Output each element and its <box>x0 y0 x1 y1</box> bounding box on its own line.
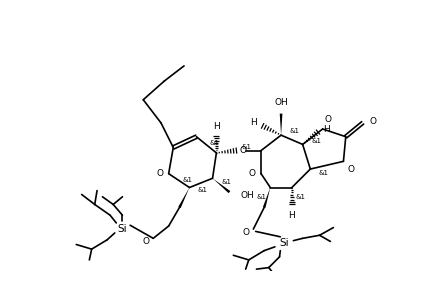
Text: H: H <box>251 118 257 127</box>
Text: &1: &1 <box>210 140 220 146</box>
Text: H: H <box>288 211 295 220</box>
Text: Si: Si <box>279 238 289 248</box>
Text: &1: &1 <box>198 187 208 193</box>
Text: O: O <box>370 117 377 126</box>
Polygon shape <box>178 188 190 208</box>
Text: O: O <box>242 228 250 237</box>
Text: O: O <box>142 237 149 246</box>
Text: &1: &1 <box>319 170 329 176</box>
Polygon shape <box>263 188 270 208</box>
Text: Si: Si <box>118 224 127 234</box>
Text: OH: OH <box>240 191 254 200</box>
Text: O: O <box>156 169 163 178</box>
Polygon shape <box>280 113 282 135</box>
Text: &1: &1 <box>290 128 299 134</box>
Text: O: O <box>239 146 246 155</box>
Text: &1: &1 <box>242 144 252 150</box>
Polygon shape <box>212 178 230 193</box>
Text: &1: &1 <box>182 177 193 183</box>
Text: O: O <box>325 115 332 124</box>
Text: H: H <box>213 122 220 131</box>
Text: H: H <box>323 124 330 134</box>
Text: O: O <box>249 169 256 178</box>
Text: OH: OH <box>274 98 288 107</box>
Text: &1: &1 <box>221 179 231 185</box>
Text: O: O <box>347 165 354 174</box>
Text: &1: &1 <box>257 194 266 200</box>
Text: &1: &1 <box>311 138 321 144</box>
Text: &1: &1 <box>296 194 306 200</box>
